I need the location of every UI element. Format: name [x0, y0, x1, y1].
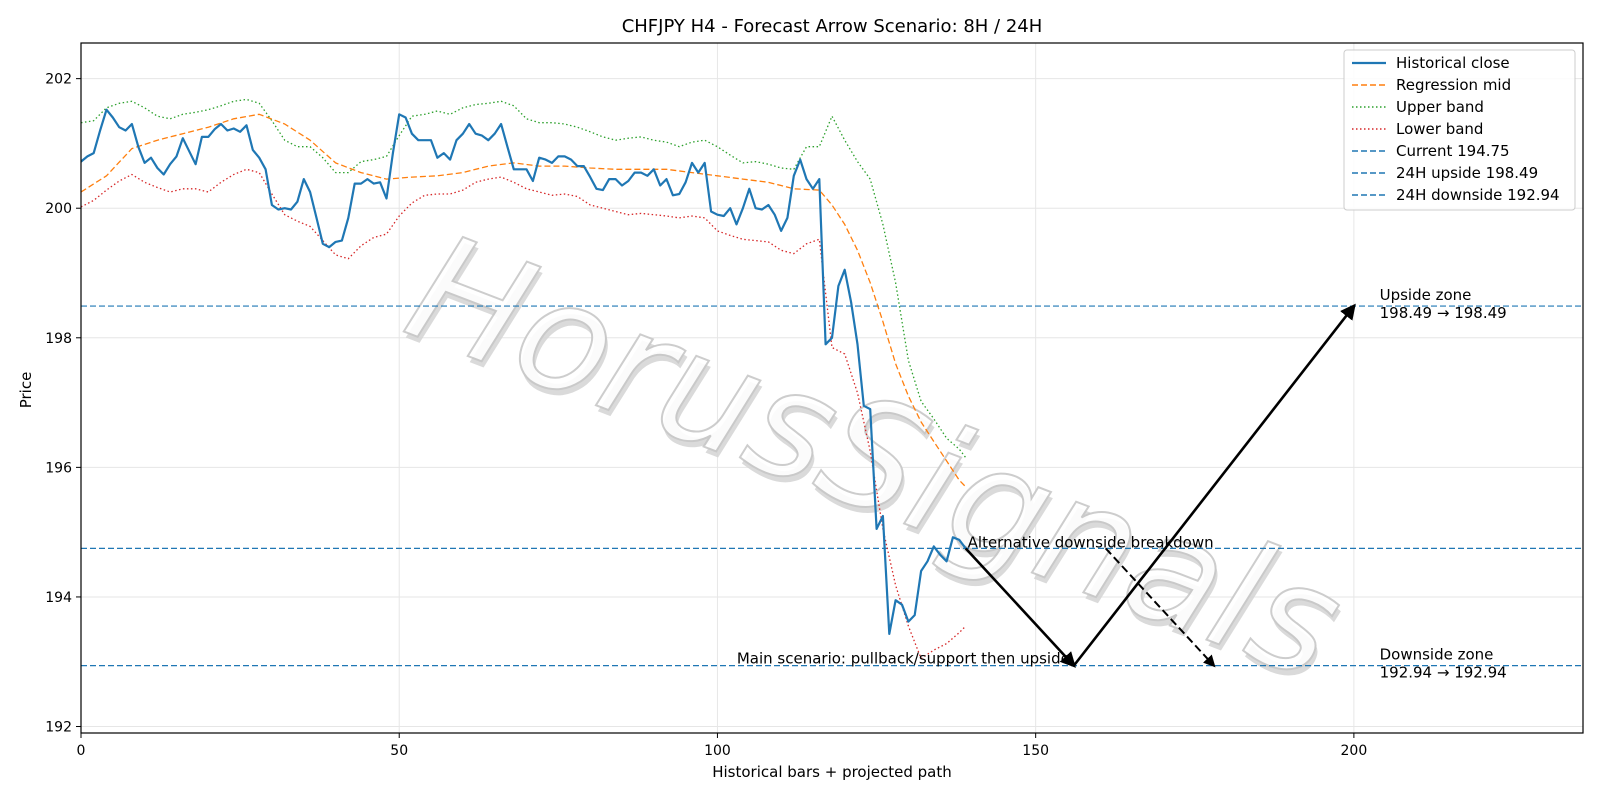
- forecast-arrow: [1104, 547, 1216, 668]
- legend: Historical close Regression mid Upper band…: [1343, 49, 1576, 211]
- x-tick-label: 0: [77, 743, 86, 759]
- legend-label: Current 194.75: [1396, 142, 1510, 160]
- y-tick-label: 198: [45, 331, 72, 347]
- legend-label: Lower band: [1396, 120, 1483, 138]
- legend-label: Historical close: [1396, 54, 1510, 72]
- series-line: [81, 113, 967, 488]
- x-tick-label: 100: [704, 743, 731, 759]
- series-line: [81, 108, 967, 636]
- y-tick-label: 202: [45, 72, 72, 88]
- annotation-label: 198.49 → 198.49: [1380, 304, 1507, 322]
- watermark-text: HorusSignals: [387, 201, 1363, 714]
- y-tick-label: 196: [45, 460, 72, 476]
- reference-lines: [81, 305, 1583, 667]
- x-tick-label: 150: [1022, 743, 1049, 759]
- annotation-label: Upside zone: [1380, 286, 1472, 304]
- x-axis-title: Historical bars + projected path: [712, 763, 952, 781]
- annotation-label: Alternative downside breakdown: [968, 533, 1214, 551]
- forecast-arrows: [964, 303, 1356, 668]
- annotation-label: Downside zone: [1380, 646, 1494, 664]
- y-axis: 192 194 196 198 200 202: [45, 72, 81, 736]
- x-tick-label: 200: [1341, 743, 1368, 759]
- forecast-arrow: [1072, 303, 1356, 667]
- legend-label: Regression mid: [1396, 76, 1511, 94]
- x-tick-label: 50: [390, 743, 408, 759]
- y-tick-label: 192: [45, 720, 72, 736]
- plot-frame: [80, 42, 1584, 734]
- series: [81, 98, 967, 660]
- chart-title: CHFJPY H4 - Forecast Arrow Scenario: 8H …: [622, 16, 1043, 37]
- y-tick-label: 200: [45, 201, 72, 217]
- legend-label: Upper band: [1396, 98, 1484, 116]
- annotations: Main scenario: pullback/support then ups…: [737, 286, 1507, 682]
- forecast-arrow: [964, 547, 1076, 668]
- annotation-label: Main scenario: pullback/support then ups…: [737, 650, 1070, 668]
- x-axis: 0 50 100 150 200: [77, 733, 1368, 759]
- legend-label: 24H downside 192.94: [1396, 186, 1560, 204]
- legend-box: [1343, 49, 1576, 211]
- annotation-label: 192.94 → 192.94: [1380, 664, 1507, 682]
- y-axis-title: Price: [17, 372, 35, 409]
- legend-label: 24H upside 198.49: [1396, 164, 1538, 182]
- y-tick-label: 194: [45, 590, 72, 606]
